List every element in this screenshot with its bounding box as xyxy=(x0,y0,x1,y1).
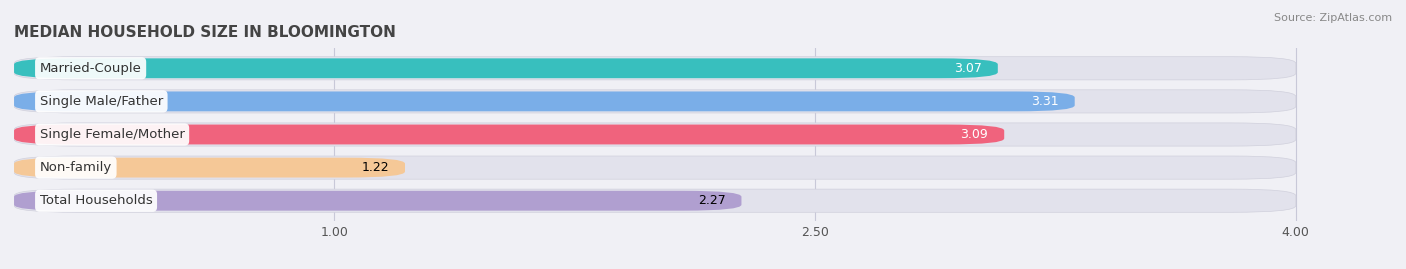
FancyBboxPatch shape xyxy=(14,90,1296,113)
Text: Non-family: Non-family xyxy=(39,161,112,174)
Text: 3.09: 3.09 xyxy=(960,128,988,141)
Text: 1.22: 1.22 xyxy=(361,161,389,174)
FancyBboxPatch shape xyxy=(14,57,1296,80)
Text: Source: ZipAtlas.com: Source: ZipAtlas.com xyxy=(1274,13,1392,23)
Text: Single Female/Mother: Single Female/Mother xyxy=(39,128,184,141)
Text: MEDIAN HOUSEHOLD SIZE IN BLOOMINGTON: MEDIAN HOUSEHOLD SIZE IN BLOOMINGTON xyxy=(14,25,396,40)
FancyBboxPatch shape xyxy=(14,158,405,178)
FancyBboxPatch shape xyxy=(14,125,1004,144)
Text: Single Male/Father: Single Male/Father xyxy=(39,95,163,108)
Text: 3.31: 3.31 xyxy=(1031,95,1059,108)
FancyBboxPatch shape xyxy=(14,123,1296,146)
Text: Married-Couple: Married-Couple xyxy=(39,62,142,75)
FancyBboxPatch shape xyxy=(14,91,1074,111)
Text: 2.27: 2.27 xyxy=(697,194,725,207)
FancyBboxPatch shape xyxy=(14,58,998,78)
FancyBboxPatch shape xyxy=(14,156,1296,179)
FancyBboxPatch shape xyxy=(14,189,1296,212)
Text: Total Households: Total Households xyxy=(39,194,152,207)
Text: 3.07: 3.07 xyxy=(953,62,981,75)
FancyBboxPatch shape xyxy=(14,191,741,211)
